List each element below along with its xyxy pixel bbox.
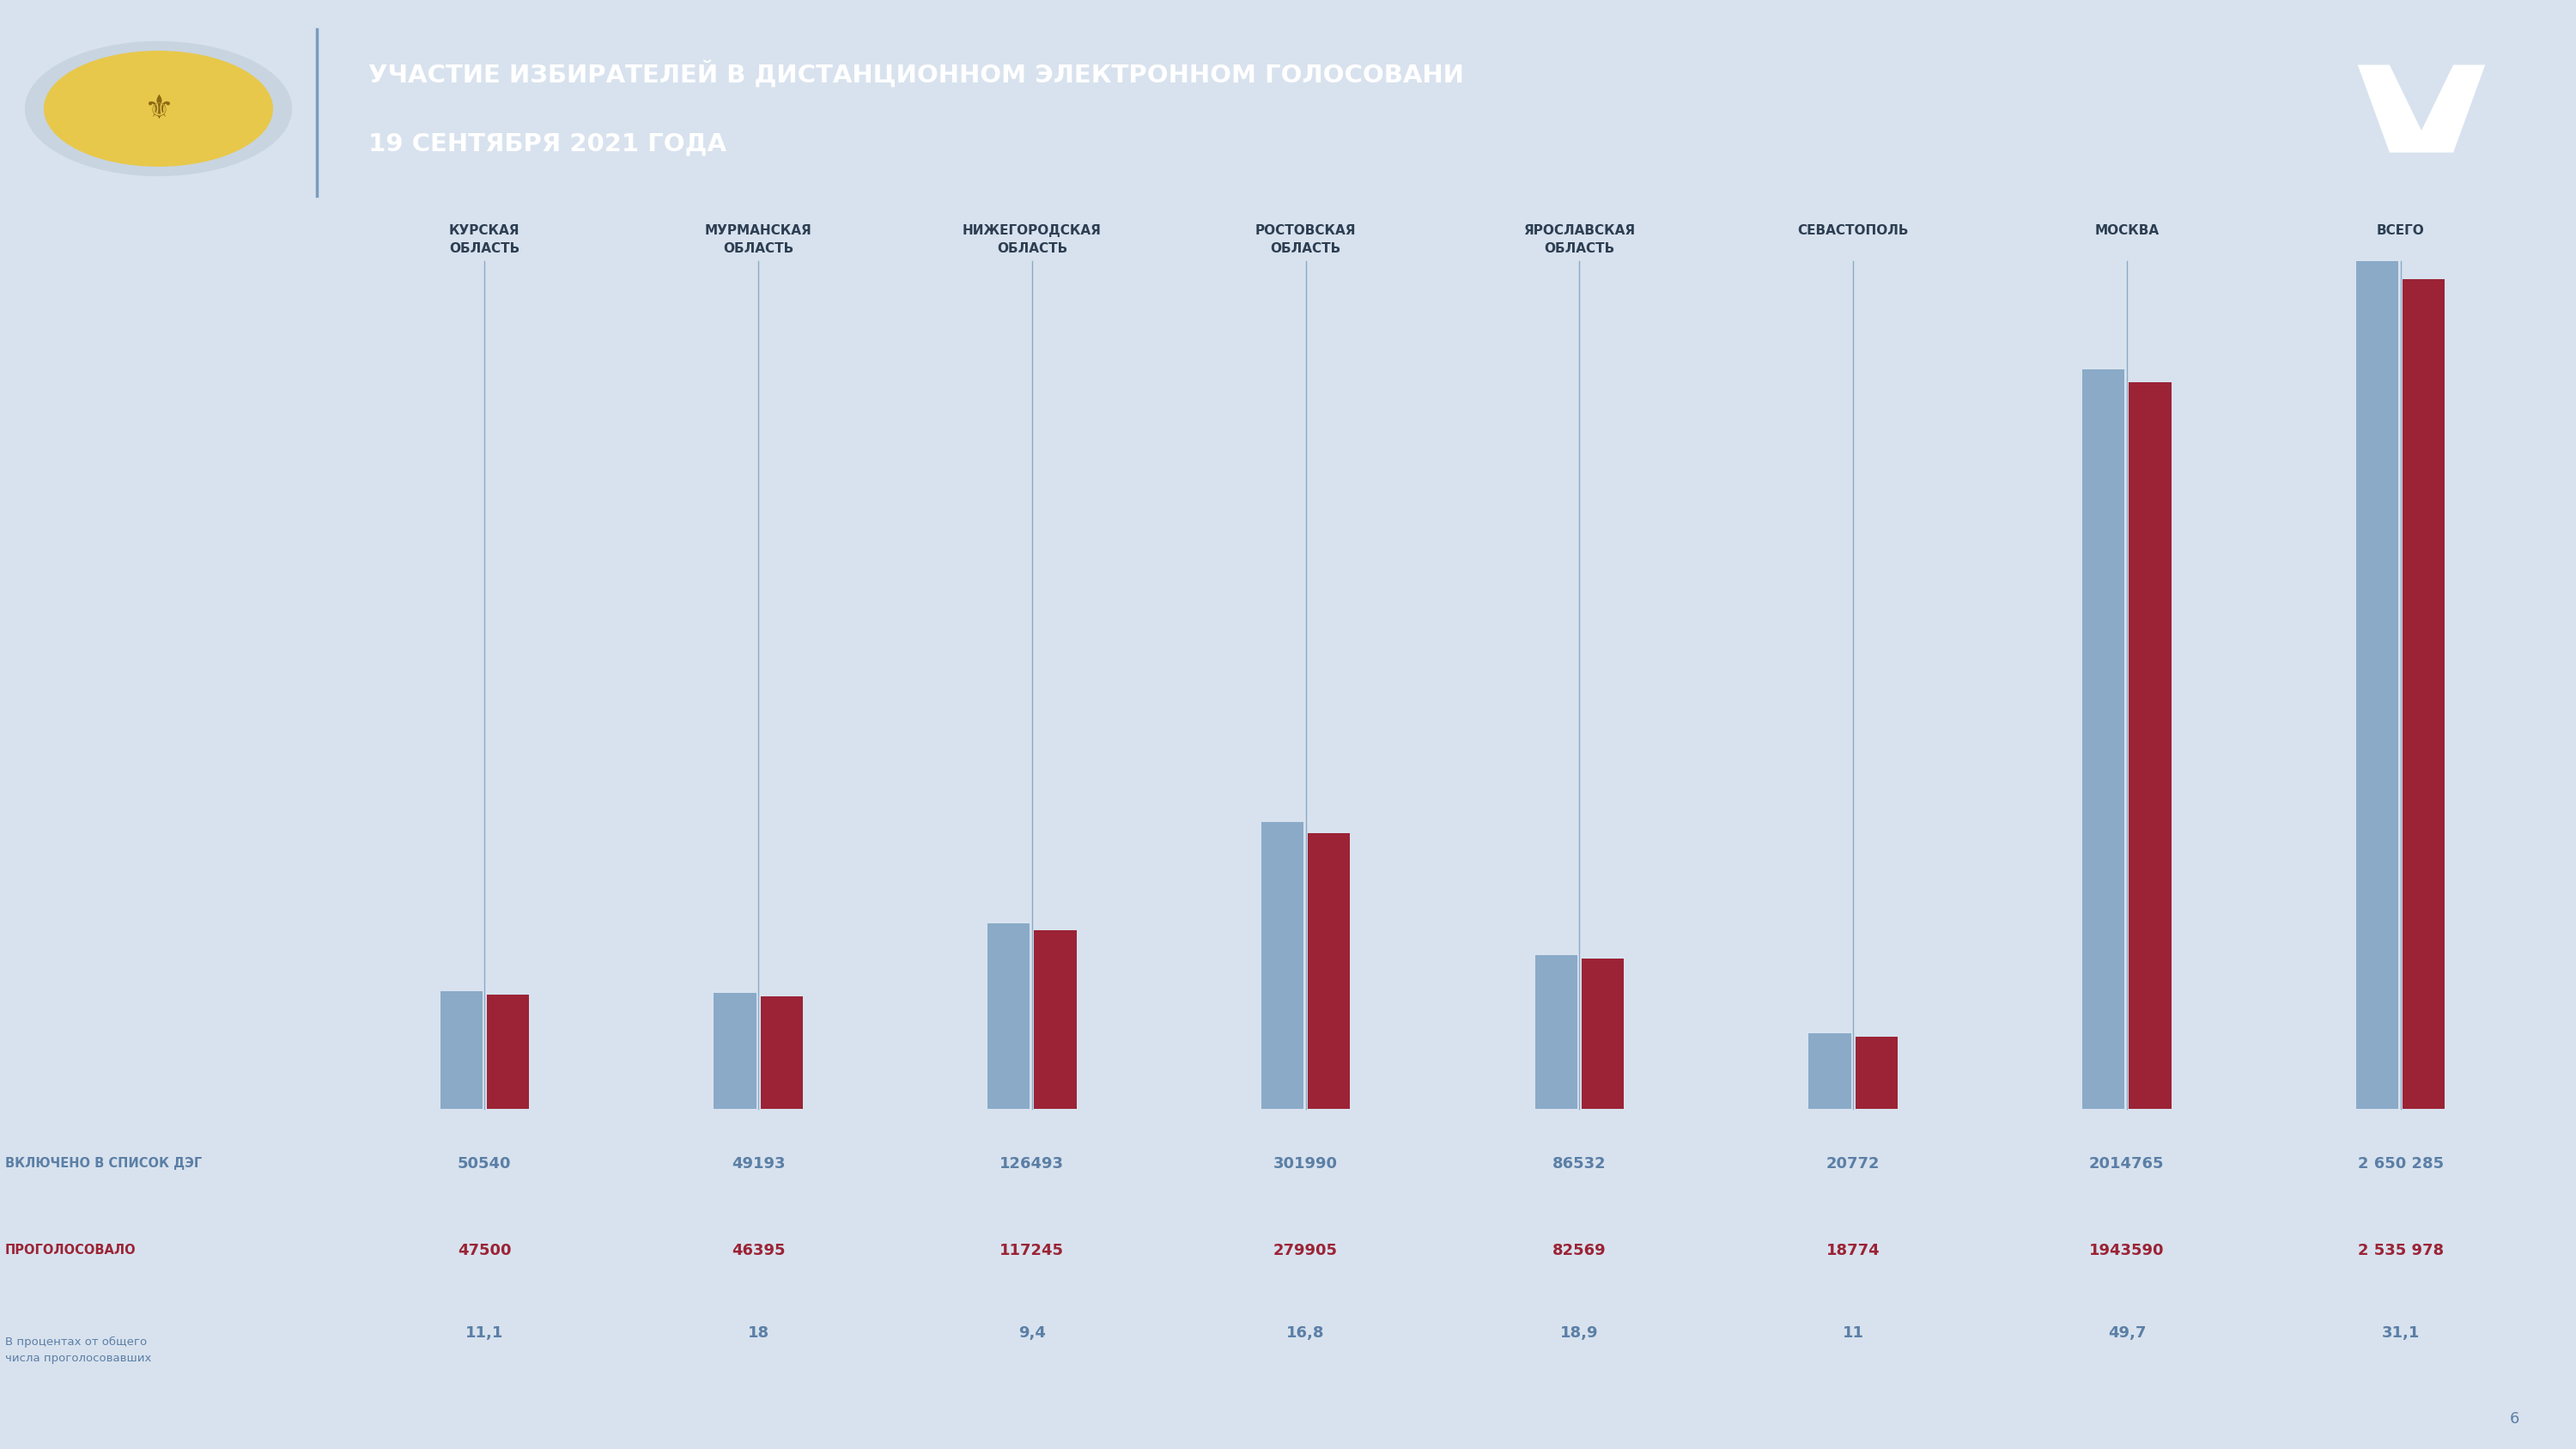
Text: МУРМАНСКАЯ
ОБЛАСТЬ: МУРМАНСКАЯ ОБЛАСТЬ bbox=[706, 225, 811, 255]
Text: 31,1: 31,1 bbox=[2380, 1326, 2419, 1340]
Text: НИЖЕГОРОДСКАЯ
ОБЛАСТЬ: НИЖЕГОРОДСКАЯ ОБЛАСТЬ bbox=[963, 225, 1103, 255]
Text: 6: 6 bbox=[2509, 1411, 2519, 1426]
Polygon shape bbox=[2357, 65, 2486, 152]
Text: 18: 18 bbox=[747, 1326, 770, 1340]
Text: 20772: 20772 bbox=[1826, 1156, 1880, 1171]
Text: УЧАСТИЕ ИЗБИРАТЕЛЕЙ В ДИСТАНЦИОННОМ ЭЛЕКТРОННОМ ГОЛОСОВАНИ: УЧАСТИЕ ИЗБИРАТЕЛЕЙ В ДИСТАНЦИОННОМ ЭЛЕК… bbox=[368, 59, 1463, 87]
Text: 49193: 49193 bbox=[732, 1156, 786, 1171]
Text: 18774: 18774 bbox=[1826, 1243, 1880, 1258]
Text: 2 535 978: 2 535 978 bbox=[2357, 1243, 2445, 1258]
Text: 16,8: 16,8 bbox=[1285, 1326, 1324, 1340]
Text: 49,7: 49,7 bbox=[2107, 1326, 2146, 1340]
Text: 9,4: 9,4 bbox=[1018, 1326, 1046, 1340]
Text: РОСТОВСКАЯ
ОБЛАСТЬ: РОСТОВСКАЯ ОБЛАСТЬ bbox=[1255, 225, 1355, 255]
Text: ⚜: ⚜ bbox=[144, 93, 173, 125]
Circle shape bbox=[44, 51, 273, 167]
Text: 1943590: 1943590 bbox=[2089, 1243, 2164, 1258]
Text: 19 СЕНТЯБРЯ 2021 ГОДА: 19 СЕНТЯБРЯ 2021 ГОДА bbox=[368, 132, 726, 155]
Text: КУРСКАЯ
ОБЛАСТЬ: КУРСКАЯ ОБЛАСТЬ bbox=[448, 225, 520, 255]
Text: В процентах от общего
числа проголосовавших: В процентах от общего числа проголосовав… bbox=[5, 1336, 152, 1365]
Text: МОСКВА: МОСКВА bbox=[2094, 225, 2159, 238]
Text: 126493: 126493 bbox=[999, 1156, 1064, 1171]
Text: ВКЛЮЧЕНО В СПИСОК ДЭГ: ВКЛЮЧЕНО В СПИСОК ДЭГ bbox=[5, 1158, 201, 1169]
Text: 47500: 47500 bbox=[459, 1243, 513, 1258]
Text: 11: 11 bbox=[1842, 1326, 1865, 1340]
Text: ВСЕГО: ВСЕГО bbox=[2378, 225, 2424, 238]
Text: 82569: 82569 bbox=[1553, 1243, 1607, 1258]
Text: 279905: 279905 bbox=[1273, 1243, 1337, 1258]
Text: 18,9: 18,9 bbox=[1561, 1326, 1600, 1340]
Circle shape bbox=[26, 42, 291, 175]
Text: 86532: 86532 bbox=[1553, 1156, 1607, 1171]
Text: 2 650 285: 2 650 285 bbox=[2357, 1156, 2445, 1171]
Text: 117245: 117245 bbox=[999, 1243, 1064, 1258]
Text: ПРОГОЛОСОВАЛО: ПРОГОЛОСОВАЛО bbox=[5, 1245, 137, 1256]
Text: 46395: 46395 bbox=[732, 1243, 786, 1258]
Text: ЯРОСЛАВСКАЯ
ОБЛАСТЬ: ЯРОСЛАВСКАЯ ОБЛАСТЬ bbox=[1522, 225, 1636, 255]
Text: 301990: 301990 bbox=[1273, 1156, 1337, 1171]
Text: 11,1: 11,1 bbox=[466, 1326, 505, 1340]
Text: 2014765: 2014765 bbox=[2089, 1156, 2164, 1171]
Text: 50540: 50540 bbox=[459, 1156, 513, 1171]
Text: СЕВАСТОПОЛЬ: СЕВАСТОПОЛЬ bbox=[1798, 225, 1909, 238]
